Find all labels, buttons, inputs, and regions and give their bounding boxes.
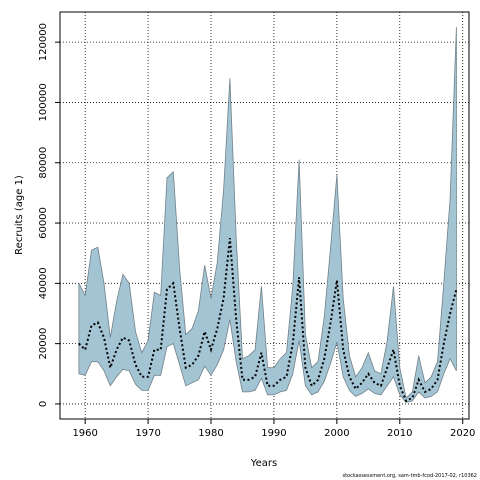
x-tick-label: 1960 [72, 428, 97, 439]
y-tick-label: 120000 [38, 23, 49, 61]
x-tick-label: 1970 [135, 428, 160, 439]
x-axis-title: Years [250, 458, 277, 469]
confidence-band [78, 27, 457, 403]
x-axis: 1960 1970 1980 1990 2000 2010 2020 [72, 419, 475, 439]
x-tick-label: 2010 [387, 428, 412, 439]
y-tick-label: 80000 [38, 147, 49, 179]
plot-frame [59, 11, 470, 420]
x-tick-label: 2000 [324, 428, 349, 439]
footnote: stockassessment.org, sam-tmb-fcod-2017-0… [342, 473, 477, 479]
y-tick-label: 100000 [38, 83, 49, 121]
y-tick-label: 40000 [38, 267, 49, 299]
y-tick-label: 60000 [38, 207, 49, 239]
y-tick-label: 20000 [38, 328, 49, 360]
x-tick-label: 2020 [450, 428, 475, 439]
y-axis-title: Recruits (age 1) [14, 175, 25, 255]
confidence-band-layer [78, 27, 457, 403]
y-tick-label: 0 [38, 401, 49, 407]
y-axis: 0 20000 40000 60000 80000 100000 120000 [38, 23, 60, 407]
x-tick-label: 1980 [198, 428, 223, 439]
x-tick-label: 1990 [261, 428, 286, 439]
